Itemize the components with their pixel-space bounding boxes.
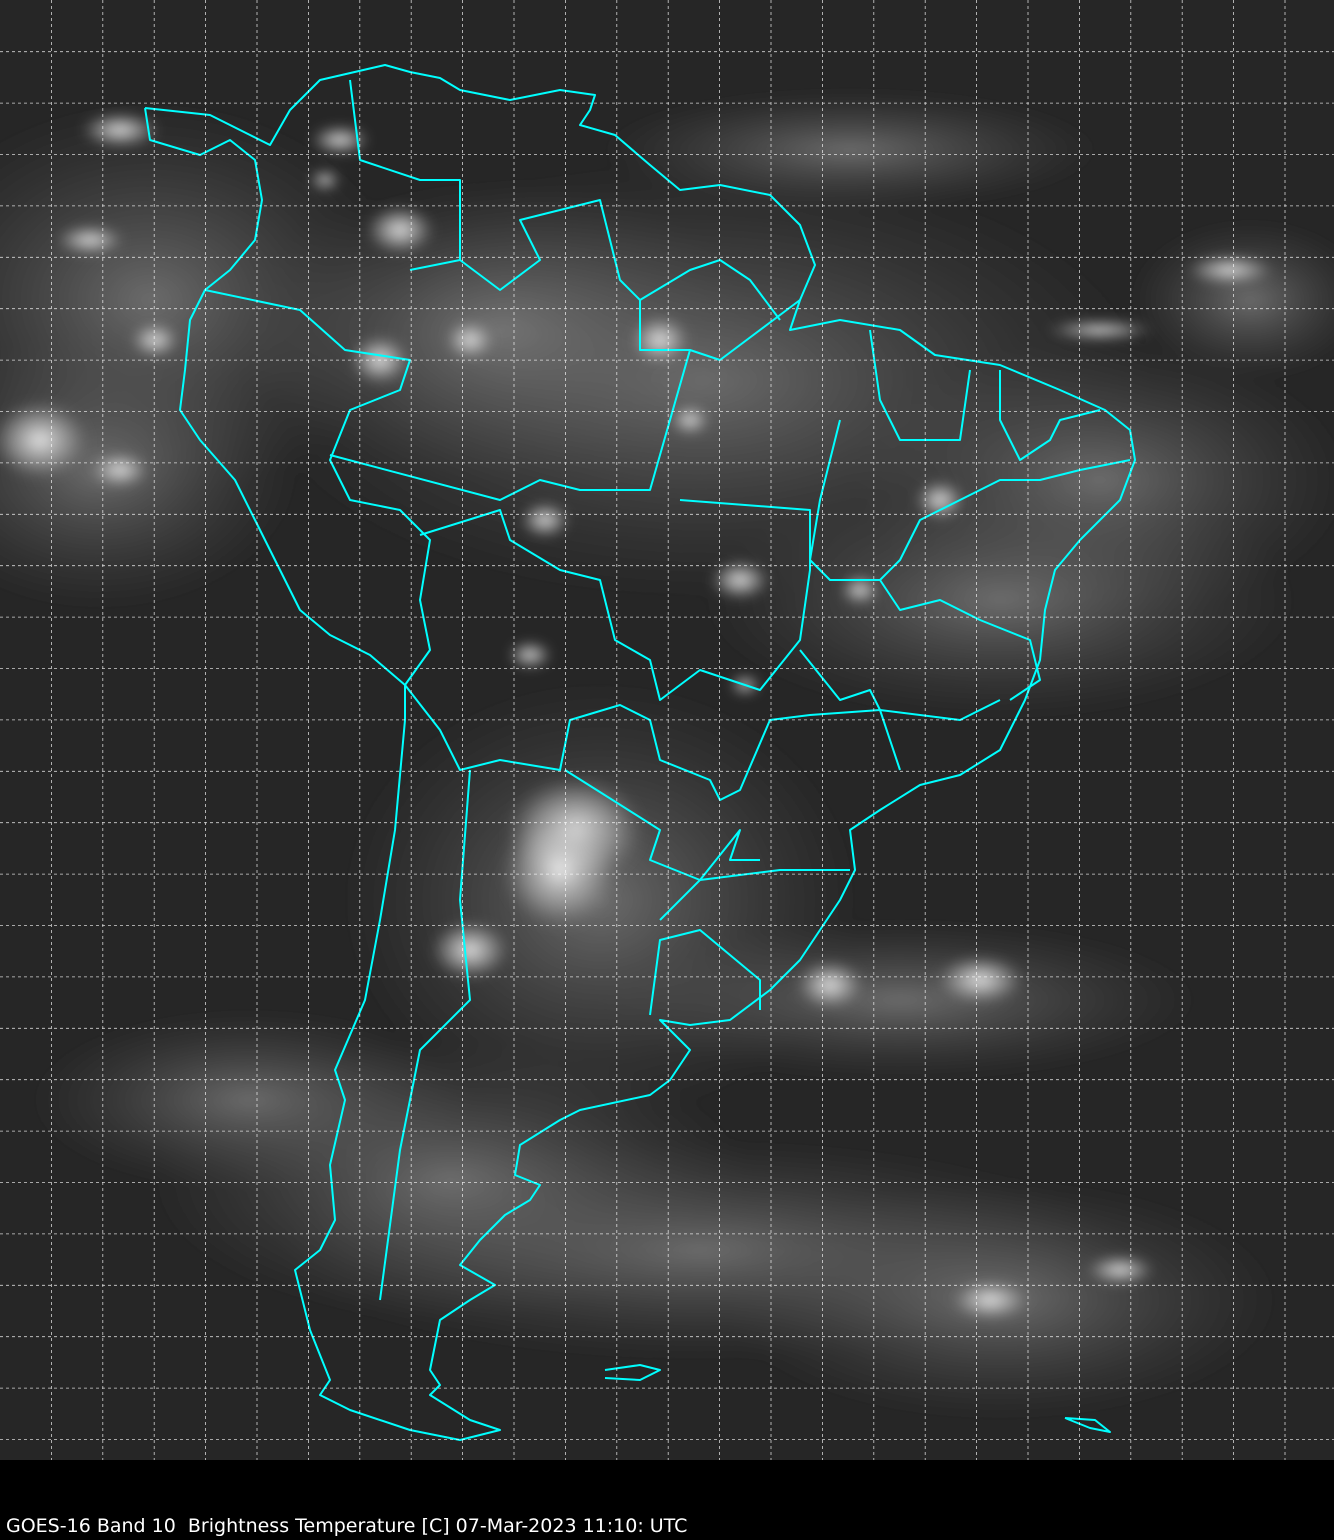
cloud <box>915 480 965 520</box>
cloud <box>950 1280 1030 1320</box>
cloud <box>935 955 1025 1005</box>
cloud <box>90 452 150 488</box>
border-line <box>329 349 691 501</box>
coastline <box>144 64 1136 1441</box>
haze-patch <box>700 480 1300 720</box>
island-outline <box>1064 1417 1111 1433</box>
border-line <box>349 79 461 271</box>
cloud <box>508 641 552 669</box>
border-line <box>379 769 471 1301</box>
cloud <box>1185 255 1275 285</box>
country-boundaries <box>144 64 1136 1441</box>
haze-patch <box>600 90 1100 210</box>
haze-patch <box>1130 220 1334 380</box>
cloud <box>840 575 880 605</box>
cloud <box>445 320 495 360</box>
cloud <box>670 405 710 435</box>
border-line <box>809 419 1131 581</box>
cloud <box>310 170 340 190</box>
satellite-image <box>0 0 1334 1460</box>
haze-patch <box>150 1040 750 1320</box>
cloud <box>520 502 570 538</box>
border-line <box>649 929 761 1016</box>
cloud <box>310 125 370 155</box>
border-line <box>459 199 781 321</box>
border-line <box>879 579 1041 701</box>
cloud <box>80 112 160 148</box>
cloud <box>365 205 435 255</box>
border-line <box>869 329 971 441</box>
border-line <box>419 499 811 701</box>
border-line <box>659 869 850 921</box>
cloud <box>430 920 510 980</box>
cloud <box>1045 320 1155 340</box>
cloud <box>130 322 180 358</box>
border-line <box>999 370 1101 461</box>
border-line <box>799 649 1001 721</box>
cloud <box>0 400 90 480</box>
cloud <box>795 960 865 1010</box>
haze-layer <box>0 90 1334 1420</box>
haze-patch <box>240 180 760 480</box>
haze-patch <box>600 920 1200 1080</box>
cloud <box>710 560 770 600</box>
cloud <box>55 225 125 255</box>
lat-lon-grid <box>0 0 1334 1460</box>
cloud-layer <box>0 112 1275 1320</box>
cloud <box>1085 1255 1155 1285</box>
border-line <box>204 289 431 686</box>
island-outline <box>604 1364 661 1381</box>
cloud <box>500 810 620 930</box>
image-caption: GOES-16 Band 10 Brightness Temperature [… <box>6 1515 688 1537</box>
border-line <box>639 299 801 361</box>
cloud <box>630 315 690 365</box>
border-line <box>404 684 901 801</box>
